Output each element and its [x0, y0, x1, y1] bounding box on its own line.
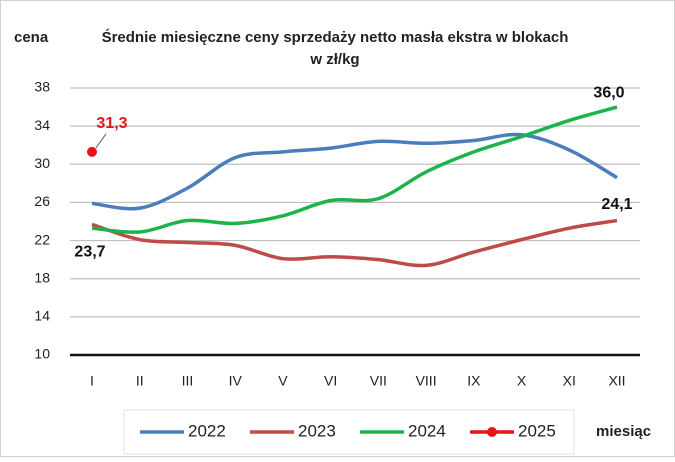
y-tick-label: 10 — [34, 346, 50, 362]
legend-label: 2022 — [188, 421, 226, 440]
y-tick-label: 14 — [34, 308, 50, 324]
x-tick-label: I — [90, 373, 94, 389]
y-tick-label: 22 — [34, 231, 50, 247]
chart-title: Średnie miesięczne ceny sprzedaży netto … — [102, 28, 569, 46]
y-axis-label: cena — [14, 29, 49, 46]
data-label: 31,3 — [96, 115, 127, 132]
y-tick-label: 30 — [34, 155, 50, 171]
x-tick-label: V — [278, 373, 288, 389]
x-tick-label: X — [517, 373, 527, 389]
y-tick-label: 38 — [34, 79, 50, 95]
x-tick-label: IV — [229, 373, 243, 389]
series-line — [91, 218, 618, 268]
leader-line — [95, 133, 107, 149]
legend-label: 2023 — [298, 421, 336, 440]
x-tick-label: VII — [370, 373, 387, 389]
legend-label: 2024 — [408, 421, 446, 440]
x-tick-label: IX — [467, 373, 481, 389]
x-tick-label: VI — [324, 373, 337, 389]
data-label: 23,7 — [74, 244, 105, 261]
x-tick-label: XII — [608, 373, 625, 389]
legend-marker — [487, 427, 497, 437]
y-tick-label: 18 — [34, 269, 50, 285]
legend-label: 2025 — [518, 421, 556, 440]
chart-subtitle: w zł/kg — [309, 51, 359, 68]
data-label: 24,1 — [601, 196, 632, 213]
x-axis-label: miesiąc — [596, 423, 651, 440]
y-tick-label: 34 — [34, 117, 50, 133]
series-line — [91, 105, 618, 234]
data-point — [87, 146, 97, 157]
data-label: 36,0 — [593, 84, 624, 101]
x-tick-label: XI — [563, 373, 576, 389]
x-tick-label: VIII — [416, 373, 437, 389]
x-tick-label: III — [182, 373, 194, 389]
y-tick-label: 26 — [34, 193, 50, 209]
x-tick-label: II — [136, 373, 144, 389]
